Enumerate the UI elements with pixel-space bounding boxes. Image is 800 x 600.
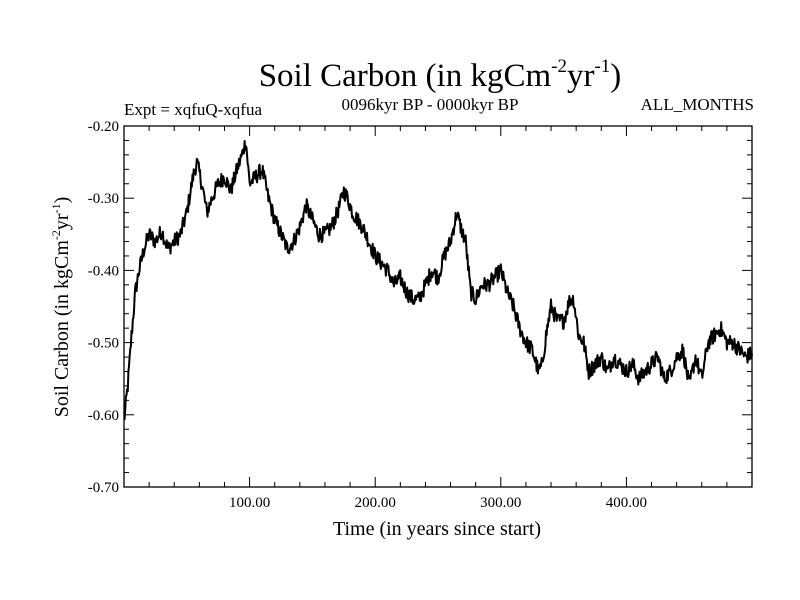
y-axis-label-exponent-2: -1 xyxy=(49,203,63,213)
plot-frame xyxy=(123,125,753,488)
y-tick-label: -0.50 xyxy=(88,336,119,352)
y-axis-label-end: ) xyxy=(51,197,73,204)
x-tick-label: 400.00 xyxy=(606,495,647,511)
x-tick-label: 100.00 xyxy=(229,495,270,511)
series-line xyxy=(123,140,753,421)
chart-title-exponent-2: -1 xyxy=(594,56,611,77)
y-axis-label-main: Soil Carbon (in kgCm xyxy=(51,240,73,418)
period-label: 0096kyr BP - 0000kyr BP xyxy=(341,95,519,114)
months-label: ALL_MONTHS xyxy=(640,95,754,114)
y-axis-label-exponent-1: -2 xyxy=(49,230,63,240)
x-tick-label: 300.00 xyxy=(480,495,521,511)
y-axis-label-unit: yr xyxy=(51,213,73,230)
chart-title-main: Soil Carbon (in kgCm xyxy=(258,58,552,94)
y-tick-label: -0.20 xyxy=(88,119,119,135)
y-tick-label: -0.70 xyxy=(88,480,119,496)
chart-title-exponent-1: -2 xyxy=(551,56,567,77)
chart-title-unit: yr xyxy=(566,58,595,94)
y-tick-label: -0.30 xyxy=(88,191,119,207)
x-tick-label: 200.00 xyxy=(355,495,396,511)
axis-ticks xyxy=(124,126,752,487)
y-tick-label: -0.60 xyxy=(88,408,119,424)
tick-labels: 100.00 200.00 300.00 400.00 -0.70 -0.60 -0.50 -… xyxy=(88,119,647,511)
chart-title: Soil Carbon (in kgCm-2yr-1) xyxy=(0,56,800,96)
y-tick-label: -0.40 xyxy=(88,263,119,279)
y-axis-label: Soil Carbon (in kgCm-2yr-1) xyxy=(49,197,73,418)
x-axis-label: Time (in years since start) xyxy=(333,518,541,540)
chart-title-end: ) xyxy=(610,58,622,94)
experiment-label: Expt = xqfuQ-xqfua xyxy=(124,100,263,119)
